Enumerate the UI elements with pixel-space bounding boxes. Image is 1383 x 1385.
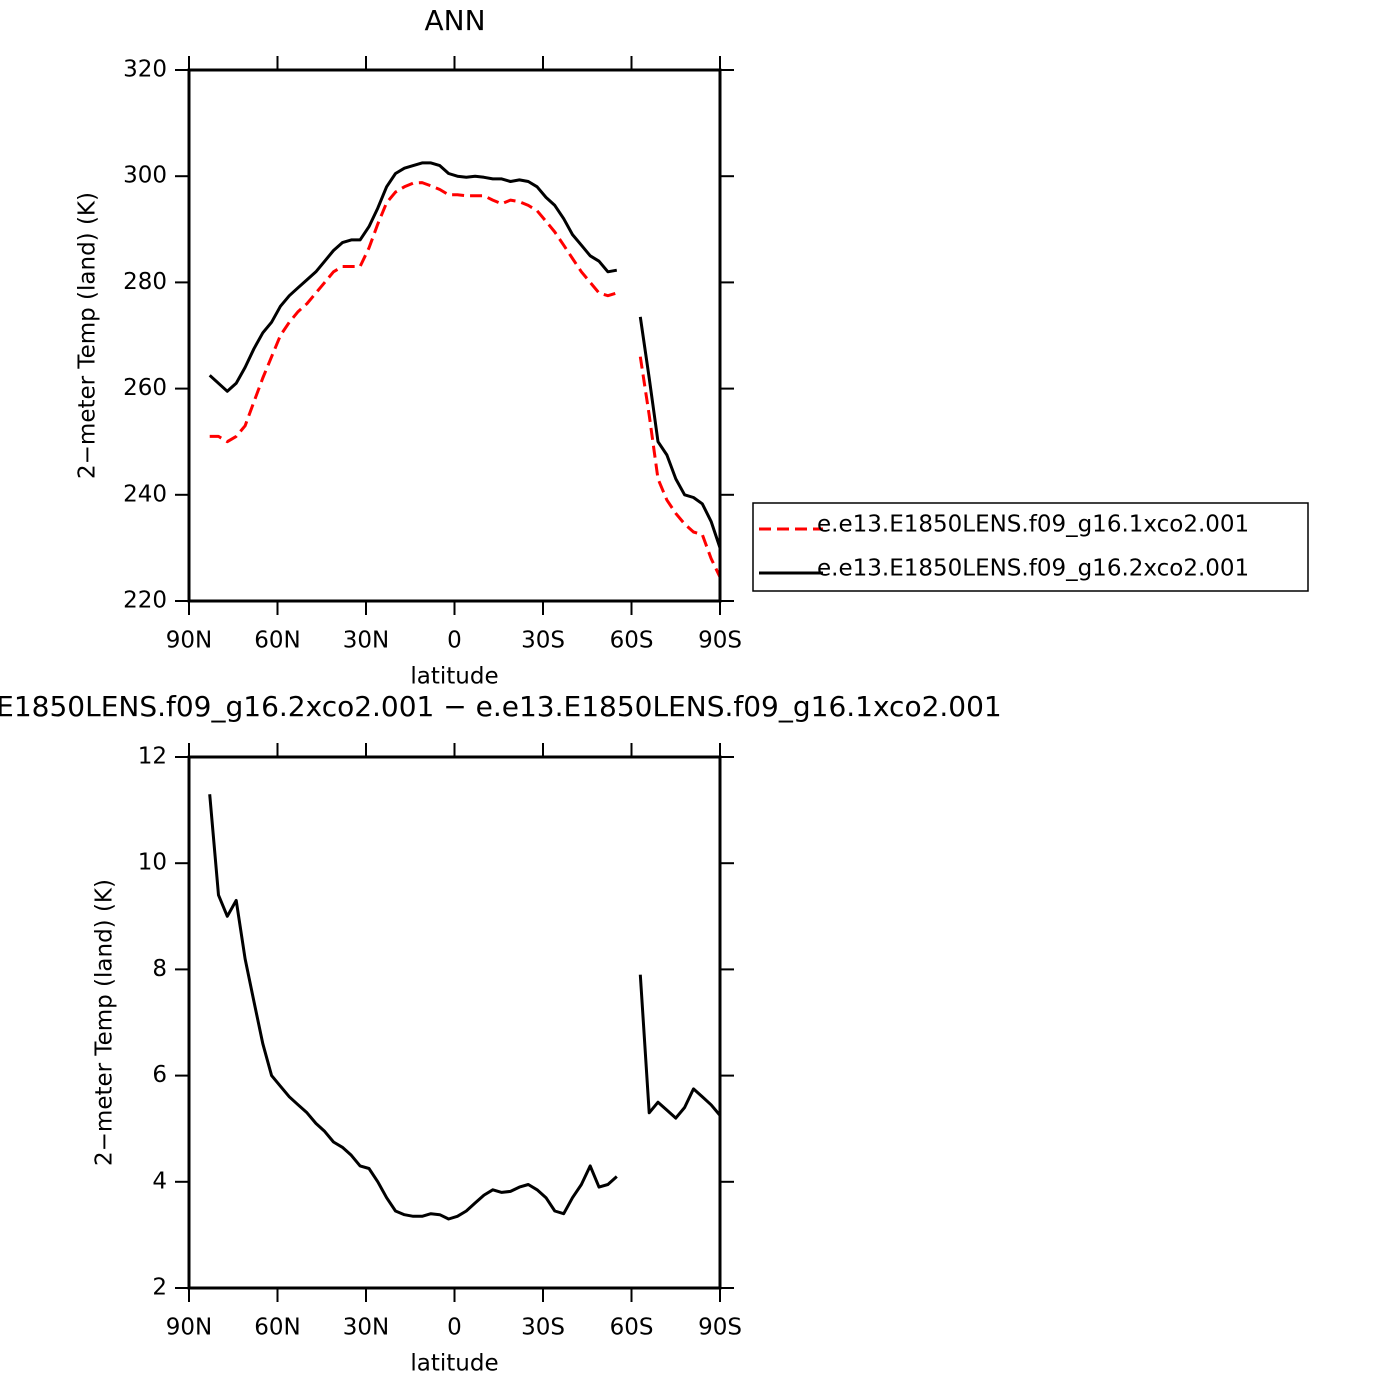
x-tick-label: 90N bbox=[166, 1315, 212, 1341]
x-tick-label: 90N bbox=[166, 628, 212, 654]
plot-frame bbox=[187, 755, 722, 1290]
chart-title: e.e13.E1850LENS.f09_g16.2xco2.001 − e.e1… bbox=[0, 690, 1002, 723]
y-tick-label: 6 bbox=[152, 1062, 167, 1088]
x-tick-label: 0 bbox=[447, 628, 462, 654]
x-tick-label: 60S bbox=[610, 1315, 654, 1341]
y-tick-label: 10 bbox=[138, 850, 167, 876]
y-tick-label: 280 bbox=[123, 269, 167, 295]
y-tick-label: 220 bbox=[123, 588, 167, 614]
x-tick-label: 0 bbox=[447, 1315, 462, 1341]
y-axis-label: 2−meter Temp (land) (K) bbox=[75, 192, 101, 479]
x-tick-label: 90S bbox=[698, 628, 742, 654]
y-tick-label: 2 bbox=[152, 1275, 167, 1301]
y-axis-label: 2−meter Temp (land) (K) bbox=[92, 879, 118, 1166]
data-line bbox=[209, 181, 722, 578]
y-tick-label: 12 bbox=[138, 744, 167, 770]
x-tick-label: 30S bbox=[521, 1315, 565, 1341]
y-tick-label: 260 bbox=[123, 375, 167, 401]
x-tick-label: 30N bbox=[343, 628, 389, 654]
x-tick-label: 30S bbox=[521, 628, 565, 654]
x-tick-label: 60N bbox=[254, 1315, 300, 1341]
x-tick-label: 60S bbox=[610, 628, 654, 654]
x-axis-label: latitude bbox=[410, 664, 498, 690]
y-tick-label: 320 bbox=[123, 57, 167, 83]
y-tick-label: 240 bbox=[123, 481, 167, 507]
y-tick-label: 300 bbox=[123, 163, 167, 189]
plot-frame bbox=[187, 68, 722, 603]
data-line bbox=[208, 794, 722, 1221]
y-tick-label: 8 bbox=[152, 956, 167, 982]
x-tick-label: 60N bbox=[254, 628, 300, 654]
legend-box bbox=[752, 502, 1309, 592]
legend-label: e.e13.E1850LENS.f09_g16.2xco2.001 bbox=[817, 556, 1249, 582]
legend-label: e.e13.E1850LENS.f09_g16.1xco2.001 bbox=[817, 512, 1249, 538]
y-tick-label: 4 bbox=[152, 1168, 167, 1194]
chart-title: ANN bbox=[424, 4, 485, 37]
x-axis-label: latitude bbox=[410, 1351, 498, 1377]
x-tick-label: 30N bbox=[343, 1315, 389, 1341]
x-tick-label: 90S bbox=[698, 1315, 742, 1341]
data-line bbox=[208, 161, 722, 549]
